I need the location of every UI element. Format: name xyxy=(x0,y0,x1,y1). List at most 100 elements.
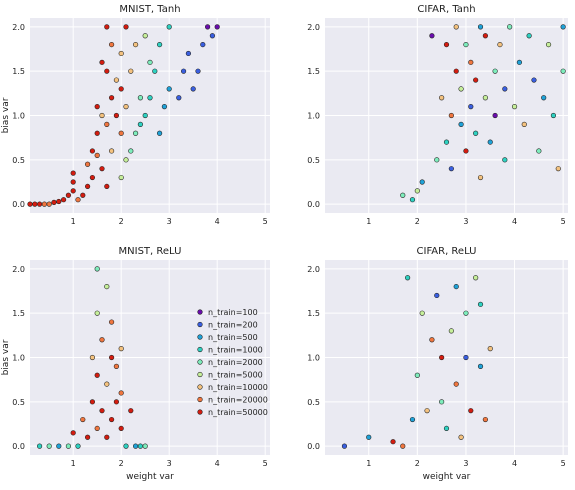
data-point xyxy=(195,68,201,74)
x-tick-label: 3 xyxy=(167,217,172,226)
data-point xyxy=(439,95,445,101)
x-tick-label: 3 xyxy=(463,459,468,468)
x-tick-label: 3 xyxy=(463,217,468,226)
data-point xyxy=(104,381,110,387)
data-point xyxy=(75,443,81,449)
data-point xyxy=(80,192,86,198)
legend-label: n_train=200 xyxy=(208,321,258,330)
data-point xyxy=(448,112,454,119)
legend-label: n_train=10000 xyxy=(208,383,268,392)
data-point xyxy=(555,166,561,172)
data-point xyxy=(99,408,105,414)
data-point xyxy=(429,33,435,39)
data-point xyxy=(56,443,62,449)
y-tick-label: 2.0 xyxy=(12,23,25,32)
data-point xyxy=(536,148,542,154)
data-point xyxy=(502,157,508,163)
data-point xyxy=(94,372,100,378)
data-point xyxy=(439,354,445,361)
legend-marker xyxy=(197,309,203,315)
data-point xyxy=(511,104,518,110)
data-point xyxy=(142,33,148,39)
subplot-title: CIFAR, Tanh xyxy=(417,4,475,15)
x-tick-label: 5 xyxy=(263,459,268,468)
data-point xyxy=(419,179,425,185)
data-point xyxy=(477,174,484,181)
data-point xyxy=(473,275,479,281)
data-point xyxy=(46,443,52,449)
data-point xyxy=(108,148,115,154)
subplot-2: 1 2 3 4 5 0.0 0.5 1.0 1.5 2.0 CIFAR, Tanh xyxy=(307,4,568,226)
data-point xyxy=(99,112,105,119)
x-tick-label: 2 xyxy=(415,459,420,468)
legend: n_train=100 n_train=200 n_train=500 n_train… xyxy=(197,308,268,417)
data-point xyxy=(487,346,493,352)
data-point xyxy=(51,199,57,205)
y-tick-label: 1.0 xyxy=(307,354,320,363)
legend-label: n_train=20000 xyxy=(208,396,268,405)
x-tick-label: 5 xyxy=(263,217,268,226)
x-tick-label: 1 xyxy=(71,217,76,226)
x-tick-label: 5 xyxy=(561,459,566,468)
legend-label: n_train=100 xyxy=(208,308,258,317)
data-point xyxy=(434,292,440,299)
data-point xyxy=(419,310,425,316)
legend-label: n_train=2000 xyxy=(208,358,263,367)
data-point xyxy=(99,337,105,343)
data-point xyxy=(473,130,479,136)
y-axis-label: bias var xyxy=(1,97,11,133)
data-point xyxy=(113,112,119,119)
data-point xyxy=(84,434,91,440)
y-tick-label: 1.0 xyxy=(12,112,25,121)
data-point xyxy=(118,425,124,432)
y-tick-label: 2.0 xyxy=(307,23,320,32)
data-point xyxy=(545,41,552,48)
data-point xyxy=(118,346,124,352)
data-point xyxy=(521,121,527,127)
data-point xyxy=(142,112,148,119)
legend-marker xyxy=(197,334,203,340)
data-point xyxy=(477,24,484,30)
y-tick-label: 0.0 xyxy=(307,200,320,209)
data-point xyxy=(157,41,163,48)
data-point xyxy=(104,24,110,30)
y-tick-label: 0.5 xyxy=(12,398,25,407)
data-point xyxy=(414,188,420,194)
subplot-3: 1 2 3 4 5 0.0 0.5 1.0 1.5 2.0 MNIST, ReLU bias var w… xyxy=(1,246,270,482)
subplot-1: 1 2 3 4 5 0.0 0.5 1.0 1.5 2.0 MNIST, Tanh bias var xyxy=(1,4,270,226)
data-point xyxy=(473,77,479,83)
data-point xyxy=(161,104,167,110)
data-point xyxy=(108,416,115,423)
data-point xyxy=(209,33,215,39)
data-point xyxy=(133,443,139,449)
y-tick-label: 0.5 xyxy=(12,156,25,165)
data-point xyxy=(27,201,33,207)
data-point xyxy=(89,148,95,154)
data-point xyxy=(531,77,537,83)
x-tick-label: 4 xyxy=(512,217,517,226)
data-point xyxy=(424,408,430,414)
x-tick-label: 1 xyxy=(71,459,76,468)
data-point xyxy=(482,33,488,39)
x-tick-label: 4 xyxy=(512,459,517,468)
data-point xyxy=(108,319,115,325)
legend-marker xyxy=(197,384,203,390)
data-point xyxy=(434,157,440,163)
legend-marker xyxy=(197,321,203,328)
data-point xyxy=(84,161,91,167)
data-point xyxy=(75,197,81,203)
data-point xyxy=(84,183,91,190)
subplot-4: 1 2 3 4 5 0.0 0.5 1.0 1.5 2.0 CIFAR, ReLU weight va… xyxy=(307,246,568,482)
data-point xyxy=(89,354,95,361)
data-point xyxy=(46,201,52,207)
data-point xyxy=(468,104,474,110)
y-tick-label: 1.0 xyxy=(307,112,320,121)
data-point xyxy=(41,201,48,207)
data-point xyxy=(108,41,115,48)
data-point xyxy=(70,179,76,185)
data-point xyxy=(123,443,129,449)
data-point xyxy=(453,24,459,30)
y-tick-label: 0.0 xyxy=(12,200,25,209)
data-point xyxy=(108,95,115,101)
y-tick-label: 1.5 xyxy=(12,67,25,76)
